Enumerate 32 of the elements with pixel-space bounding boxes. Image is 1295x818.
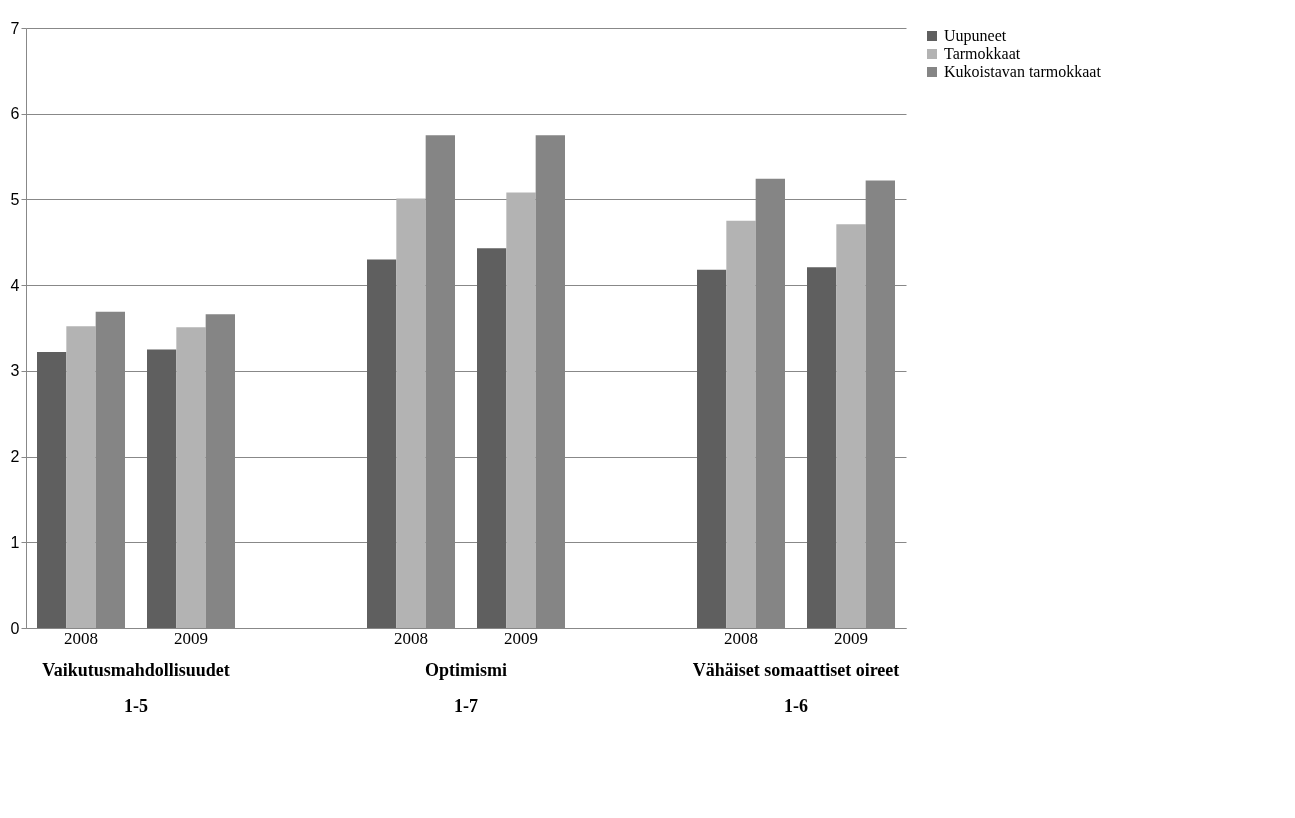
bar bbox=[176, 327, 206, 628]
y-tick-label: 2 bbox=[10, 448, 20, 466]
x-tick-label: 2008 bbox=[64, 628, 98, 648]
bar bbox=[147, 349, 177, 628]
text: Vähäiset somaattiset oireet 1-6 bbox=[692, 660, 900, 716]
y-tick-label: 4 bbox=[10, 276, 20, 294]
legend-label: Uupuneet bbox=[944, 27, 1007, 45]
y-tick-label: 5 bbox=[10, 190, 20, 208]
y-tick-label: 1 bbox=[10, 533, 20, 551]
x-tick-label: 2008 bbox=[724, 628, 758, 648]
bar bbox=[506, 192, 536, 628]
y-tick-label: 7 bbox=[10, 19, 20, 37]
x-tick-label: 2009 bbox=[174, 628, 208, 648]
bar bbox=[807, 267, 837, 628]
bar bbox=[396, 198, 426, 628]
x-tick-label: 2009 bbox=[834, 628, 868, 648]
bar bbox=[37, 352, 67, 628]
bar bbox=[367, 259, 397, 628]
y-tick-label: 6 bbox=[10, 105, 20, 123]
x-tick-label: 2008 bbox=[394, 628, 428, 648]
legend-label: Kukoistavan tarmokkaat bbox=[944, 63, 1102, 80]
text: Optimismi 1-7 bbox=[424, 660, 508, 716]
bar bbox=[836, 224, 866, 628]
bar bbox=[726, 220, 756, 628]
bar bbox=[477, 248, 507, 628]
legend-label: Tarmokkaat bbox=[944, 45, 1021, 62]
bar bbox=[66, 326, 96, 628]
bar bbox=[697, 269, 727, 628]
text: Vaikutusmahdollisuudet 1-5 bbox=[42, 660, 230, 716]
x-tick-label: 2009 bbox=[504, 628, 538, 648]
y-tick-label: 0 bbox=[10, 619, 20, 637]
y-tick-label: 3 bbox=[10, 362, 20, 380]
